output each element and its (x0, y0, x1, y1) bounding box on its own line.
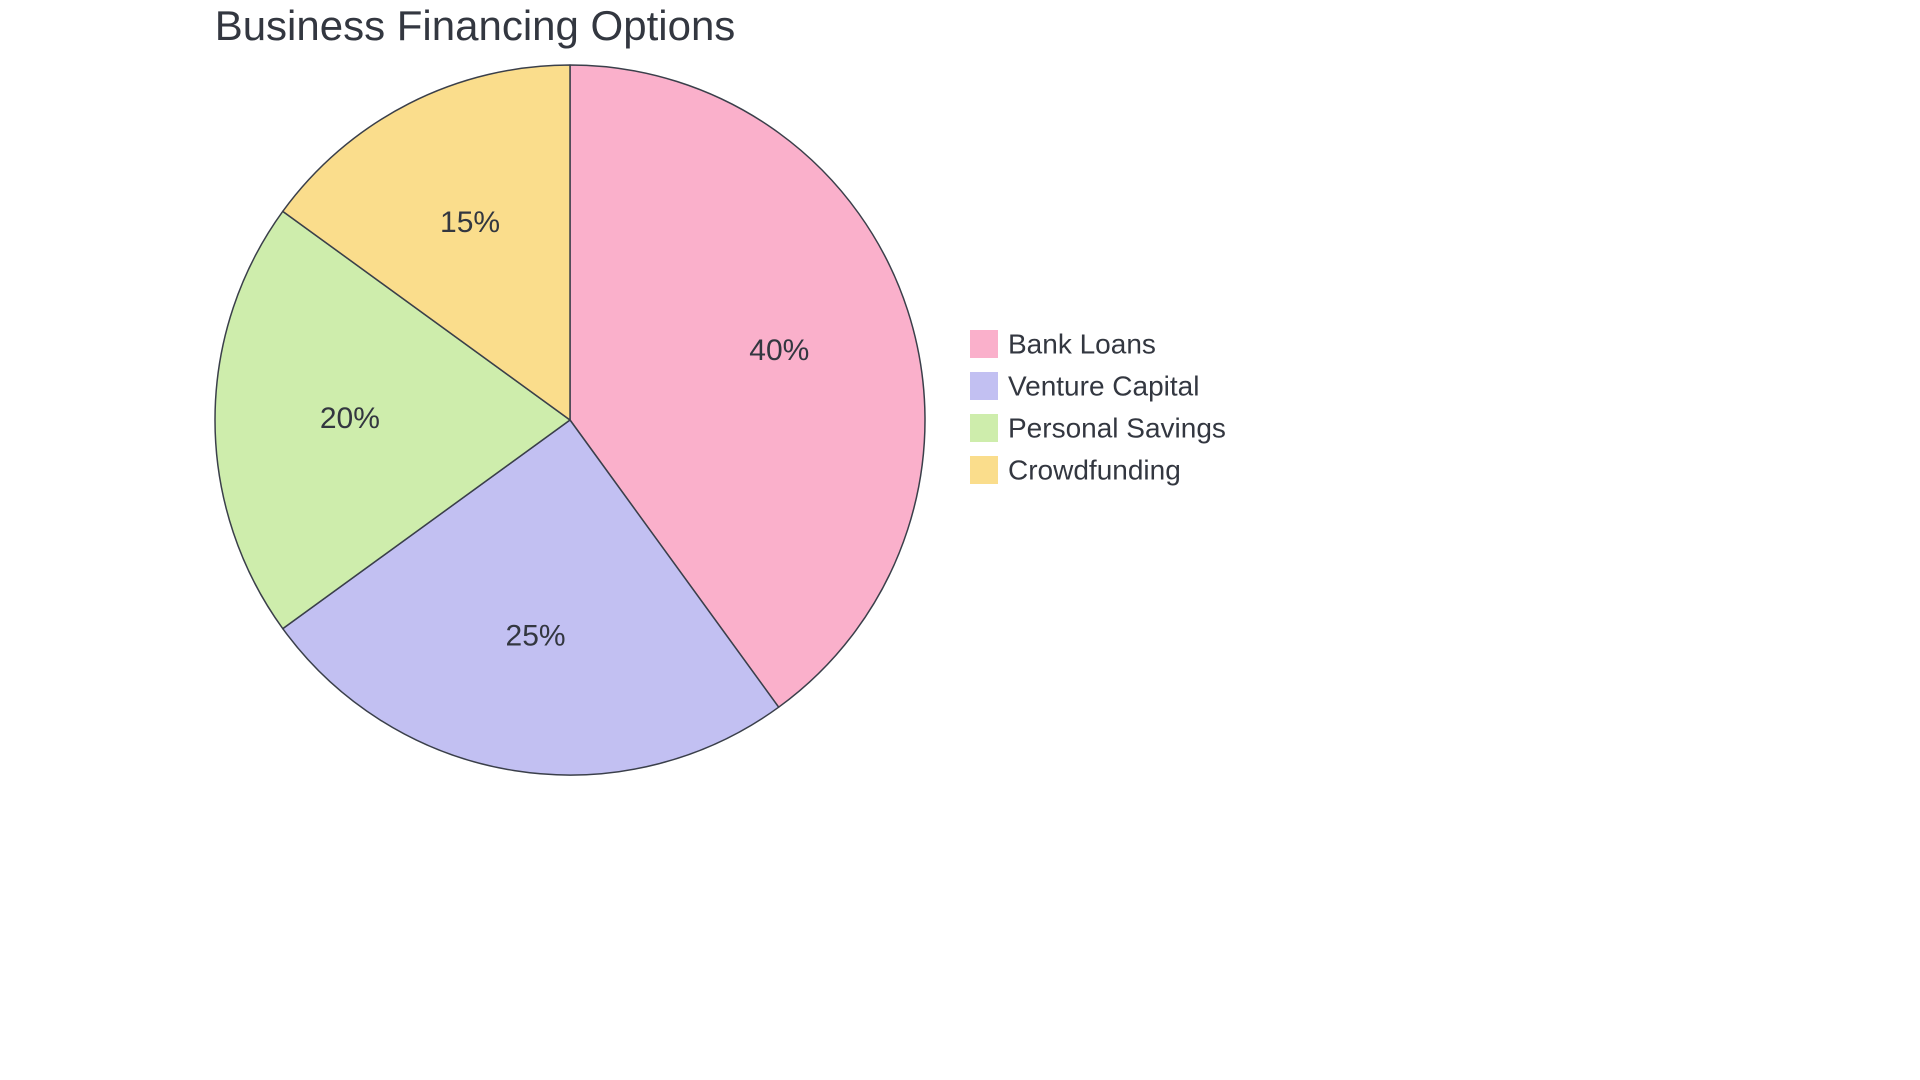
chart-title: Business Financing Options (215, 2, 736, 49)
slice-percent-label: 40% (749, 334, 809, 367)
legend-swatch (970, 456, 998, 484)
legend: Bank Loans Venture Capital Personal Saving… (970, 328, 1226, 485)
slice-percent-label: 20% (320, 402, 380, 435)
legend-swatch (970, 372, 998, 400)
slice-percent-label: 25% (506, 619, 566, 652)
legend-label: Bank Loans (1008, 328, 1156, 359)
legend-swatch (970, 414, 998, 442)
chart-container: Business Financing Options 40%25%20%15% … (0, 0, 1920, 1080)
legend-label: Personal Savings (1008, 412, 1226, 443)
legend-label: Crowdfunding (1008, 454, 1181, 485)
legend-swatch (970, 330, 998, 358)
pie-chart-svg: Business Financing Options 40%25%20%15% … (0, 0, 1920, 1080)
legend-label: Venture Capital (1008, 370, 1199, 401)
slice-percent-label: 15% (440, 206, 500, 239)
